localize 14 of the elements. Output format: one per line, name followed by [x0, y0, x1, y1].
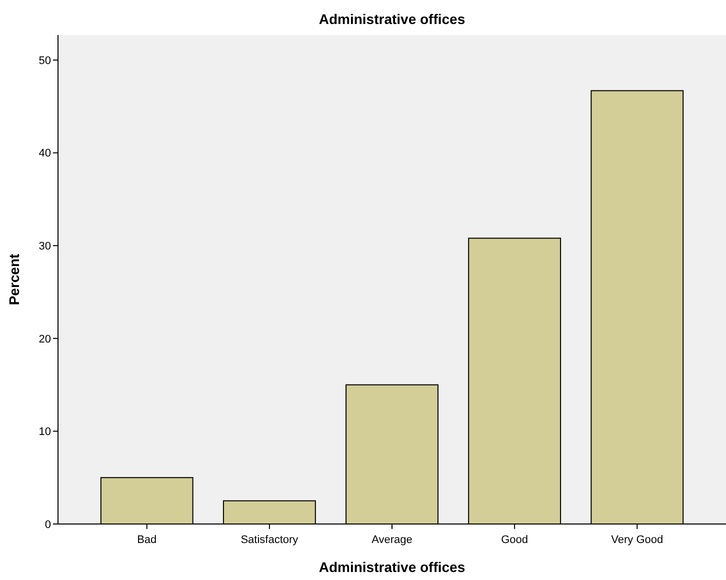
y-axis-title: Percent	[6, 253, 22, 306]
x-tick-label: Satisfactory	[240, 534, 299, 546]
x-tick-label: Bad	[137, 534, 157, 546]
x-tick-label: Average	[372, 534, 412, 546]
x-tick-label: Very Good	[611, 534, 664, 546]
y-tick-label: 40	[38, 148, 51, 160]
y-tick-label: 20	[38, 333, 51, 346]
chart-title: Administrative offices	[318, 11, 466, 27]
x-axis-title: Administrative offices	[318, 559, 466, 575]
y-tick-label: 50	[38, 54, 51, 67]
y-tick-label: 30	[38, 240, 51, 252]
x-tick-label: Good	[501, 534, 528, 546]
y-tick-label: 10	[38, 426, 51, 438]
y-tick-label: 0	[44, 518, 51, 531]
